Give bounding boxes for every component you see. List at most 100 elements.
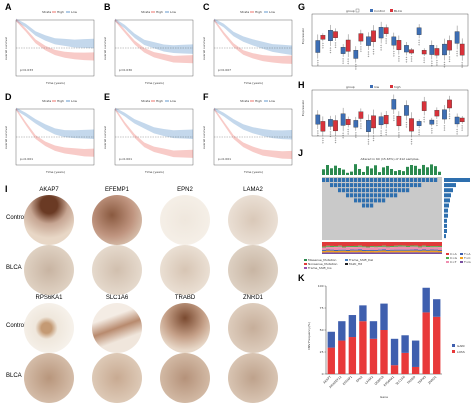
- km-legend-low: Low: [71, 10, 77, 14]
- box-outlier: [355, 66, 357, 68]
- tiv-segment: [402, 249, 406, 251]
- tiv-segment: [402, 250, 406, 253]
- km-plot-e: Strata High Low overall survival Time (years…: [101, 97, 199, 181]
- tiv-segment: [402, 242, 406, 246]
- km-svg-d: Strata High Low overall survival Time (years…: [2, 97, 95, 174]
- box-outlier: [322, 42, 324, 45]
- box: [447, 40, 452, 51]
- gene-label-rps6ka1: RPS6KA1: [35, 295, 63, 301]
- tiv-segment: [350, 249, 354, 251]
- box: [378, 27, 384, 39]
- km-legend-high: High: [156, 99, 163, 103]
- box: [320, 121, 326, 132]
- tiv-ta: T>A: [463, 252, 471, 256]
- x-tick-label: RPS6KA1: [383, 375, 395, 387]
- box-outlier: [355, 68, 357, 70]
- ihc-tissue-core: [92, 353, 142, 403]
- mutation-cell: [342, 178, 346, 182]
- km-legend-title: Strata: [141, 99, 150, 103]
- box-outlier: [448, 115, 451, 117]
- km-legend-high: High: [255, 99, 262, 103]
- km-ci-band-low: [115, 107, 193, 139]
- box: [358, 33, 364, 42]
- box-outlier: [360, 48, 362, 50]
- mutation-cell: [378, 198, 382, 203]
- box-outlier: [448, 60, 451, 63]
- legend-swatch: [452, 350, 455, 353]
- box-outlier: [398, 55, 400, 58]
- km-ci-band-low: [16, 107, 94, 139]
- mutation-cell: [342, 183, 346, 188]
- tiv-segment: [358, 242, 362, 246]
- tiv-segment: [370, 250, 374, 253]
- mutation-cell: [358, 193, 362, 198]
- tiv-segment: [434, 246, 438, 248]
- bar-gain: [327, 331, 335, 348]
- gene-freq-bar: [444, 208, 448, 213]
- tmb-bar: [386, 165, 389, 175]
- mutation-cell: [350, 193, 354, 198]
- tiv-segment: [366, 246, 370, 248]
- tmb-bar: [410, 164, 413, 175]
- tiv-segment: [426, 250, 430, 253]
- tiv-segment: [390, 247, 394, 250]
- tiv-swatch-ct: [446, 261, 449, 263]
- legend-swatch-nonsense: [304, 263, 307, 265]
- tiv-swatch-ta: [460, 253, 463, 255]
- mutation-cell: [358, 183, 362, 188]
- mutation-cell: [410, 178, 414, 182]
- box-outlier: [456, 55, 458, 57]
- tiv-segment: [370, 242, 374, 247]
- box: [345, 119, 351, 125]
- box-outlier: [398, 58, 400, 60]
- tiv-segment: [350, 250, 354, 253]
- box-outlier: [423, 61, 425, 63]
- box-outlier: [436, 124, 438, 127]
- ihc-tissue-core: [160, 195, 210, 245]
- mutation-cell: [386, 183, 390, 188]
- tiv-segment: [362, 251, 366, 253]
- box-outlier: [334, 44, 337, 46]
- tiv-segment: [430, 246, 434, 248]
- box-outlier: [385, 134, 387, 136]
- box-outlier: [317, 62, 319, 64]
- box-outlier: [461, 66, 463, 68]
- tiv-segment: [370, 252, 374, 254]
- x-tick-label: EFEMP1: [342, 375, 353, 386]
- tiv-segment: [402, 252, 406, 254]
- tiv-segment: [426, 252, 430, 254]
- tiv-segment: [434, 252, 438, 254]
- bar-loss: [433, 316, 441, 374]
- box-outlier: [410, 138, 413, 141]
- bar-gain: [348, 315, 357, 338]
- box-outlier: [398, 132, 400, 134]
- box: [366, 120, 371, 132]
- tiv-segment: [366, 247, 370, 251]
- bar-loss: [348, 337, 357, 374]
- km-legend-high: High: [156, 10, 163, 14]
- box: [391, 36, 397, 46]
- tiv-segment: [334, 252, 338, 254]
- tmb-bar: [350, 171, 353, 175]
- box-outlier: [380, 130, 382, 132]
- km-legend-high: High: [57, 10, 64, 14]
- box: [416, 121, 422, 126]
- tiv-segment: [334, 246, 338, 248]
- tmb-bar: [334, 165, 337, 175]
- gene-label-efemp1: EFEMP1: [104, 187, 129, 193]
- tmb-bar: [414, 165, 417, 175]
- tmb-bar: [430, 164, 433, 175]
- mutation-cell: [338, 183, 342, 188]
- box: [459, 43, 465, 56]
- panel-label-b: B: [104, 2, 111, 12]
- bar-loss: [327, 347, 335, 374]
- box: [328, 119, 333, 127]
- tiv-segment: [378, 252, 382, 254]
- mutation-cell: [350, 188, 354, 193]
- x-tick-label: SLC1A6: [395, 375, 406, 386]
- tiv-segment: [390, 250, 394, 253]
- mutation-cell: [382, 183, 386, 188]
- box-outlier: [456, 128, 458, 131]
- gene-label-slc1a6: SLC1A6: [105, 295, 129, 301]
- tmb-bar: [378, 172, 381, 175]
